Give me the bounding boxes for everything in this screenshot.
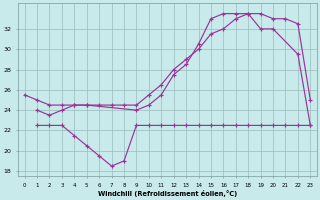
X-axis label: Windchill (Refroidissement éolien,°C): Windchill (Refroidissement éolien,°C) xyxy=(98,190,237,197)
